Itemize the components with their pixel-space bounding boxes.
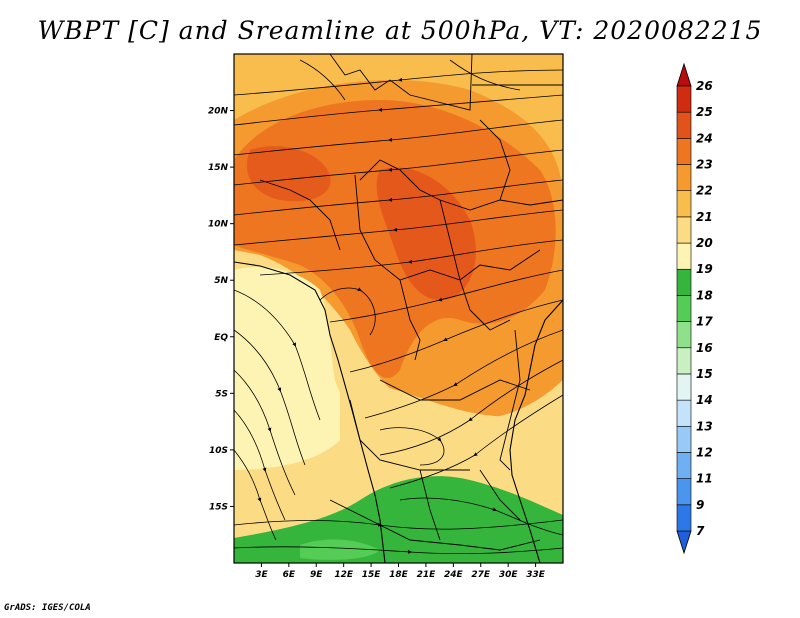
colorbar-label: 22 — [696, 184, 713, 198]
x-tick-label: 21E — [417, 570, 437, 580]
y-tick-label: 15N — [208, 163, 229, 173]
map-title: WBPT [C] and Sreamline at 500hPa, VT: 20… — [37, 16, 763, 45]
region-green-light-patch — [300, 539, 380, 560]
coastline-east — [509, 299, 563, 563]
coastline-west — [234, 261, 386, 563]
colorbar-label: 9 — [696, 498, 704, 512]
y-tick-label: 20N — [208, 107, 229, 117]
colorbar: 7 9 11 12 13 14 15 16 17 18 19 20 21 22 23 24 25 26 — [676, 62, 713, 555]
colorbar-box — [676, 347, 692, 375]
colorbar-box — [676, 111, 692, 139]
colorbar-box — [676, 190, 692, 218]
x-tick-label: 15E — [362, 570, 382, 580]
grads-credit: GrADS: IGES/COLA — [4, 603, 91, 613]
y-tick-label: EQ — [214, 333, 228, 343]
colorbar-label: 19 — [696, 262, 713, 276]
x-tick-label: 3E — [255, 570, 268, 580]
y-tick-label: 15S — [209, 502, 228, 512]
region-light-orange-south — [234, 380, 563, 505]
y-axis: 20N 15N 10N 5N EQ 5S 10S 15S — [208, 107, 234, 512]
colorbar-label: 16 — [696, 341, 713, 355]
y-tick-label: 5S — [215, 389, 228, 399]
x-tick-label: 33E — [526, 570, 546, 580]
colorbar-box — [676, 425, 692, 453]
colorbar-box — [676, 268, 692, 296]
colorbar-label: 23 — [696, 158, 713, 172]
x-tick-label: 9E — [310, 570, 323, 580]
colorbar-box — [676, 373, 692, 401]
colorbar-box — [676, 504, 692, 532]
colorbar-box — [676, 321, 692, 349]
x-tick-label: 6E — [283, 570, 296, 580]
x-tick-label: 18E — [389, 570, 409, 580]
region-red-streak-1 — [376, 167, 476, 300]
colorbar-label: 12 — [696, 445, 713, 459]
colorbar-label: 26 — [696, 79, 713, 93]
colorbar-label: 20 — [696, 236, 713, 250]
colorbar-box — [676, 85, 692, 113]
colorbar-top-arrow — [676, 62, 692, 87]
x-tick-label: 27E — [471, 570, 491, 580]
colorbar-box — [676, 216, 692, 244]
colorbar-box — [676, 164, 692, 192]
colorbar-box — [676, 295, 692, 322]
colorbar-box — [676, 138, 692, 165]
colorbar-label: 13 — [696, 419, 713, 433]
x-tick-label: 30E — [499, 570, 519, 580]
colorbar-label: 14 — [696, 393, 713, 407]
x-tick-label: 12E — [334, 570, 354, 580]
x-tick-label: 24E — [444, 570, 464, 580]
colorbar-box — [676, 399, 692, 427]
region-red-streak-2 — [246, 146, 331, 202]
country-boundaries — [259, 54, 563, 551]
colorbar-label: 18 — [696, 288, 713, 302]
colorbar-box — [676, 452, 692, 479]
colorbar-label: 24 — [696, 131, 713, 145]
colorbar-label: 7 — [696, 524, 705, 538]
colorbar-label: 21 — [696, 210, 713, 224]
colorbar-label: 25 — [696, 105, 713, 119]
x-axis: 3E 6E 9E 12E 15E 18E 21E 24E 27E 30E 33E — [255, 563, 546, 580]
y-tick-label: 10S — [209, 446, 228, 456]
colorbar-label: 11 — [696, 472, 713, 486]
y-tick-label: 10N — [208, 220, 229, 230]
streamlines — [234, 59, 563, 555]
colorbar-label: 17 — [696, 315, 713, 329]
y-tick-label: 5N — [214, 276, 228, 286]
map-plot-area — [234, 54, 563, 563]
colorbar-bottom-arrow — [676, 530, 692, 555]
colorbar-box — [676, 478, 692, 506]
colorbar-label: 15 — [696, 367, 713, 381]
colorbar-box — [676, 242, 692, 270]
